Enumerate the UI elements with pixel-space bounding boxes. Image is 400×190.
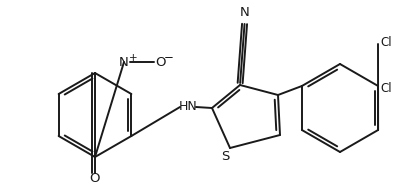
Text: +: + [129,53,137,63]
Text: O: O [90,172,100,184]
Text: N: N [119,55,129,69]
Text: O: O [155,55,165,69]
Text: Cl: Cl [380,36,392,48]
Text: Cl: Cl [380,82,392,94]
Text: N: N [240,6,250,20]
Text: −: − [164,51,174,64]
Text: S: S [221,150,229,162]
Text: HN: HN [179,101,197,113]
